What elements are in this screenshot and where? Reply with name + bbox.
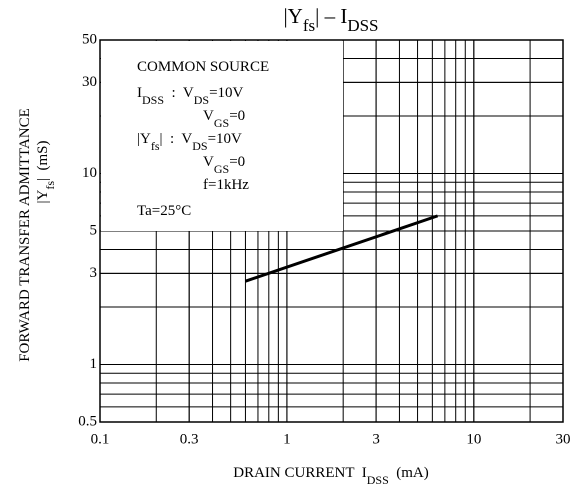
text-segment: | : V: [160, 131, 193, 147]
text-segment: (mA): [389, 465, 429, 481]
text-segment: I: [137, 85, 142, 101]
annotation: Ta=25°C: [137, 203, 191, 219]
annotation: IDSS : VDS=10V: [137, 85, 244, 106]
annotation: |Yfs| : VDS=10V: [137, 131, 242, 152]
text-segment: fs: [303, 16, 315, 35]
y-axis-label: |Yfs| (mS): [35, 140, 56, 203]
text-segment: GS: [214, 116, 229, 130]
text-segment: =0: [229, 154, 245, 170]
text-segment: COMMON SOURCE: [137, 59, 269, 75]
text-segment: DS: [194, 93, 209, 107]
text-segment: DSS: [142, 93, 164, 107]
text-segment: Ta=25°C: [137, 203, 191, 219]
data-line: [244, 214, 439, 283]
x-tick-label: 10: [466, 431, 481, 447]
text-segment: |Y: [35, 190, 51, 204]
y-tick-label: 30: [82, 74, 97, 90]
x-tick-label: 3: [372, 431, 380, 447]
y-tick-label: 5: [90, 222, 98, 238]
text-segment: V: [203, 108, 214, 124]
text-segment: DRAIN CURRENT I: [233, 465, 366, 481]
y-axis-label: FORWARD TRANSFER ADMITTANCE: [17, 108, 33, 362]
text-segment: =0: [229, 108, 245, 124]
text-segment: | – I: [315, 4, 347, 28]
chart-title: |Yfs| – IDSS: [283, 4, 378, 36]
text-segment: GS: [214, 162, 229, 176]
x-tick-label: 0.1: [91, 431, 110, 447]
x-tick-label: 30: [556, 431, 571, 447]
text-segment: : V: [164, 85, 194, 101]
text-segment: fs: [43, 181, 57, 190]
annotation: VGS=0: [203, 154, 245, 175]
y-tick-label: 3: [90, 265, 98, 281]
text-segment: =10V: [209, 85, 243, 101]
text-segment: FORWARD TRANSFER ADMITTANCE: [17, 108, 33, 362]
y-tick-label: 0.5: [78, 413, 97, 429]
text-segment: DSS: [347, 16, 378, 35]
condition-box: [101, 41, 343, 231]
text-segment: V: [203, 154, 214, 170]
text-segment: |Y: [137, 131, 151, 147]
text-segment: | (mS): [35, 140, 51, 181]
text-segment: f=1kHz: [203, 177, 249, 193]
plot-frame: [99, 39, 564, 423]
y-tick-label: 1: [90, 356, 98, 372]
text-segment: =10V: [208, 131, 242, 147]
y-tick-label: 50: [82, 31, 97, 47]
annotation: f=1kHz: [203, 177, 249, 193]
x-tick-label: 0.3: [180, 431, 199, 447]
y-tick-label: 10: [82, 165, 97, 181]
text-segment: |Y: [283, 4, 302, 28]
text-segment: DS: [192, 139, 207, 153]
text-segment: DSS: [367, 473, 389, 487]
x-tick-label: 1: [283, 431, 291, 447]
text-segment: fs: [151, 139, 160, 153]
annotation: VGS=0: [203, 108, 245, 129]
annotation: COMMON SOURCE: [137, 59, 269, 75]
x-axis-label: DRAIN CURRENT IDSS (mA): [233, 465, 429, 486]
